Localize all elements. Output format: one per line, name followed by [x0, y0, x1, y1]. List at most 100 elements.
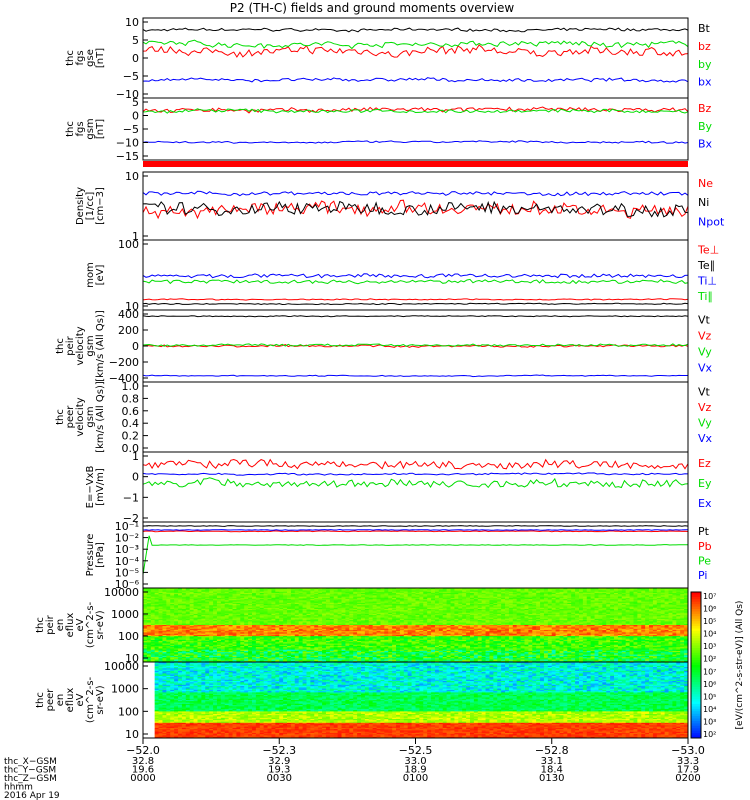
spectrogram-cell [162, 605, 167, 607]
spectrogram-cell [166, 647, 171, 649]
spectrogram-cell [248, 610, 253, 612]
spectrogram-cell [185, 611, 191, 614]
spectrogram-cell [213, 594, 218, 596]
spectrogram-cell [224, 591, 230, 594]
spectrogram-cell [185, 642, 191, 644]
spectrogram-cell [252, 626, 257, 628]
spectrogram-cell [228, 639, 233, 642]
spectrogram-cell [224, 629, 230, 632]
spectrogram-cell [236, 622, 241, 625]
spectrogram-cell [158, 629, 163, 632]
spectrogram-cell [181, 601, 187, 604]
spectrogram-cell [259, 618, 265, 621]
spectrogram-cell [216, 638, 222, 641]
spectrogram-cell [259, 592, 265, 595]
spectrogram-cell [146, 637, 152, 639]
spectrogram-cell [267, 628, 272, 631]
spectrogram-cell [174, 649, 179, 652]
spectrogram-cell [178, 643, 183, 646]
spectrogram-cell [216, 590, 222, 593]
spectrogram-cell [185, 622, 191, 625]
spectrogram-cell [267, 592, 272, 595]
spectrogram-cell [146, 597, 152, 600]
spectrogram-cell [205, 621, 210, 623]
spectrogram-cell [275, 634, 280, 637]
spectrogram-cell [205, 595, 210, 598]
spectrogram-cell [287, 645, 292, 648]
spectrogram-cell [197, 643, 202, 646]
spectrogram-cell [193, 589, 198, 591]
spectrogram-cell [170, 588, 175, 590]
spectrogram-cell [150, 618, 156, 621]
spectrogram-cell [244, 627, 249, 630]
spectrogram-cell [150, 643, 156, 646]
spectrogram-cell [220, 616, 226, 618]
legend-Ex: Ex [698, 497, 712, 510]
spectrogram-cell [193, 617, 198, 620]
spectrogram-cell [228, 611, 233, 614]
spectrogram-cell [224, 618, 230, 621]
spectrogram-cell [166, 588, 171, 590]
spectrogram-cell [166, 641, 171, 643]
spectrogram-cell [236, 649, 241, 652]
spectrogram-cell [174, 589, 179, 591]
spectrogram-cell [146, 607, 152, 610]
spectrogram-cell [181, 621, 187, 623]
spectrogram-cell [248, 622, 253, 625]
spectrogram-cell [170, 649, 175, 652]
spectrogram-cell [150, 620, 156, 622]
spectrogram-cell [209, 638, 214, 641]
spectrogram-cell [248, 649, 253, 652]
spectrogram-cell [189, 636, 194, 638]
spectrogram-cell [259, 606, 265, 609]
spectrogram-cell [185, 594, 191, 596]
spectrogram-cell [252, 631, 257, 633]
spectrogram-cell [248, 633, 253, 636]
spectrogram-cell [240, 594, 245, 596]
peir_velocity-series-Vx [142, 374, 688, 378]
spectrogram-cell [267, 596, 272, 599]
spectrogram-cell [150, 629, 156, 632]
spectrogram-cell [193, 592, 198, 595]
y-tick-label: −15 [116, 150, 139, 163]
legend-Vy: Vy [698, 346, 712, 359]
pressure-series-Pi [142, 528, 689, 531]
spectrogram-cell [267, 612, 272, 615]
spectrogram-cell [143, 589, 148, 591]
spectrogram-cell [255, 613, 261, 616]
spectrogram-cell [181, 602, 187, 605]
spectrogram-cell [154, 622, 159, 625]
spectrogram-cell [283, 658, 288, 660]
spectrogram-cell [181, 639, 187, 642]
spectrogram-cell [244, 597, 249, 600]
spectrogram-cell [283, 652, 288, 654]
ylabel-line: thc [55, 409, 66, 425]
peir_velocity-series-Vt [142, 315, 689, 318]
spectrogram-cell [158, 623, 163, 626]
spectrogram-cell [259, 617, 265, 620]
spectrogram-cell [154, 652, 159, 654]
spectrogram-cell [178, 632, 183, 635]
spectrogram-cell [205, 650, 210, 653]
spectrogram-cell [197, 608, 202, 611]
spectrogram-cell [197, 627, 202, 630]
spectrogram-cell [154, 636, 159, 638]
spectrogram-cell [259, 652, 265, 654]
spectrogram-cell [216, 600, 222, 602]
spectrogram-cell [201, 639, 206, 642]
spectrogram-cell [248, 597, 253, 600]
spectrogram-cell [143, 637, 148, 639]
spectrogram-cell [267, 588, 272, 590]
spectrogram-cell [189, 626, 194, 628]
spectrogram-cell [166, 618, 171, 621]
spectrogram-cell [166, 594, 171, 596]
spectrogram-cell [185, 641, 191, 643]
spectrogram-cell [290, 654, 296, 657]
spectrogram-cell [213, 606, 218, 609]
spectrogram-cell [170, 626, 175, 628]
spectrogram-cell [244, 654, 249, 657]
spectrogram-cell [271, 638, 276, 641]
spectrogram-cell [267, 647, 272, 649]
spectrogram-cell [271, 592, 276, 595]
spectrogram-cell [178, 605, 183, 607]
